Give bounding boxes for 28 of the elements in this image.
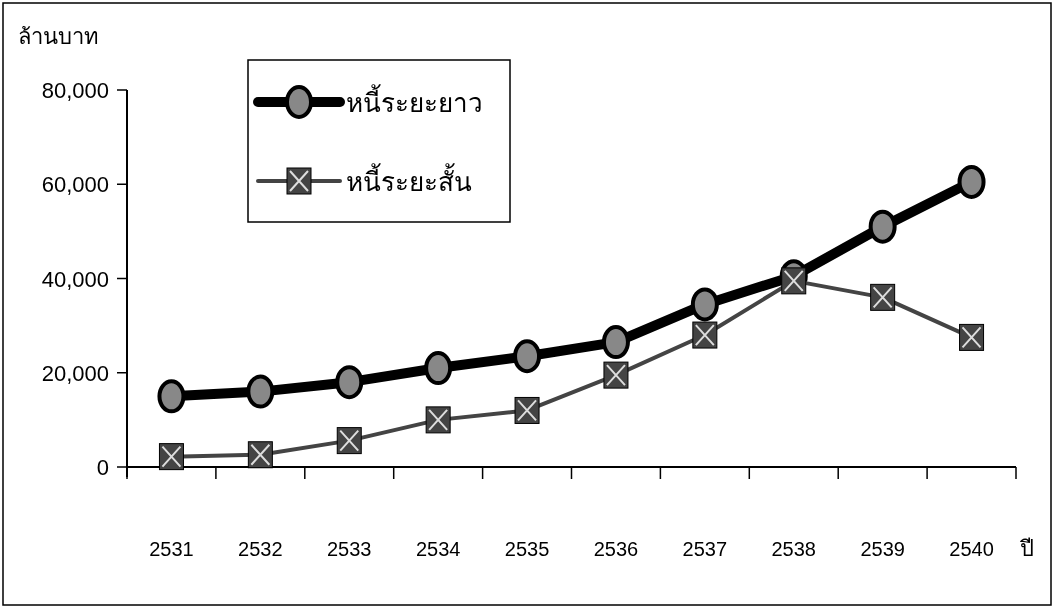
point — [246, 374, 275, 409]
point — [868, 209, 897, 244]
x-axis-title: ปี — [1019, 536, 1034, 561]
legend-label: หนี้ระยะยาว — [346, 84, 483, 118]
y-tick-label: 20,000 — [41, 360, 109, 386]
x-tick-label: 2531 — [149, 538, 194, 560]
x-tick-label: 2537 — [682, 538, 728, 560]
legend-label: หนี้ระยะสั้น — [346, 163, 472, 197]
x-tick-label: 2534 — [415, 538, 461, 560]
x-tick-label: 2536 — [593, 538, 639, 560]
y-axis-title: ล้านบาท — [18, 24, 99, 49]
point — [335, 365, 364, 400]
point — [601, 325, 630, 360]
point — [690, 287, 719, 322]
x-tick-label: 2540 — [949, 538, 994, 560]
y-tick-label: 40,000 — [41, 266, 109, 292]
y-tick-label: 80,000 — [41, 78, 109, 103]
y-tick-label: 0 — [96, 455, 109, 480]
point — [957, 164, 986, 199]
x-tick-label: 2539 — [860, 538, 905, 560]
x-tick-label: 2535 — [504, 538, 550, 560]
point — [157, 379, 186, 414]
y-tick-label: 60,000 — [41, 172, 109, 198]
x-tick-label: 2532 — [238, 538, 283, 560]
point — [513, 339, 542, 374]
point — [424, 351, 453, 386]
x-tick-label: 2538 — [771, 538, 816, 560]
x-tick-label: 2533 — [327, 538, 372, 560]
